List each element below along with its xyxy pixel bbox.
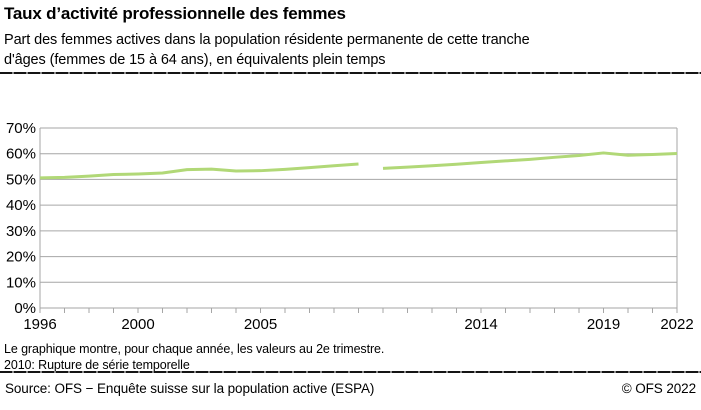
x-axis-label: 2022 — [660, 316, 693, 333]
chart-footnotes: Le graphique montre, pour chaque année, … — [4, 342, 384, 373]
x-axis-label: 2005 — [244, 316, 277, 333]
copyright-text: © OFS 2022 — [621, 381, 696, 396]
y-axis-label: 0% — [14, 300, 36, 317]
footnote-series-break: 2010: Rupture de série temporelle — [4, 357, 190, 372]
activity-rate-line-segment — [39, 162, 359, 180]
footer-divider — [0, 371, 701, 373]
footnote-quarter: Le graphique montre, pour chaque année, … — [4, 342, 385, 356]
x-axis-label: 1996 — [23, 316, 56, 333]
x-axis-label: 2014 — [464, 316, 497, 333]
y-axis-label: 30% — [6, 223, 36, 240]
source-text: Source: OFS − Enquête suisse sur la popu… — [5, 381, 375, 396]
y-axis-label: 60% — [6, 146, 36, 163]
activity-rate-line-segment — [382, 151, 678, 170]
y-axis-label: 50% — [6, 171, 36, 188]
y-axis-label: 40% — [6, 197, 36, 214]
x-axis-label: 2000 — [121, 316, 154, 333]
subtitle-line-2: d'âges (femmes de 15 à 64 ans), en équiv… — [4, 51, 386, 68]
subtitle-line-1: Part des femmes actives dans la populati… — [4, 32, 530, 48]
activity-rate-line-chart: 0% 10% 20% 30% 40% 50% 60% 70% 1996 2000 2005 2014 2… — [6, 120, 694, 333]
source-row: Source: OFS − Enquête suisse sur la popu… — [0, 381, 701, 396]
chart-subtitle: Part des femmes actives dans la populati… — [4, 31, 530, 70]
page-title: Taux d’activité professionnelle des femm… — [4, 4, 346, 23]
header-divider — [0, 72, 701, 74]
y-axis-label: 10% — [6, 274, 36, 291]
x-axis-label: 2019 — [587, 316, 620, 333]
y-axis-label: 20% — [6, 249, 36, 266]
y-axis-label: 70% — [6, 120, 36, 137]
